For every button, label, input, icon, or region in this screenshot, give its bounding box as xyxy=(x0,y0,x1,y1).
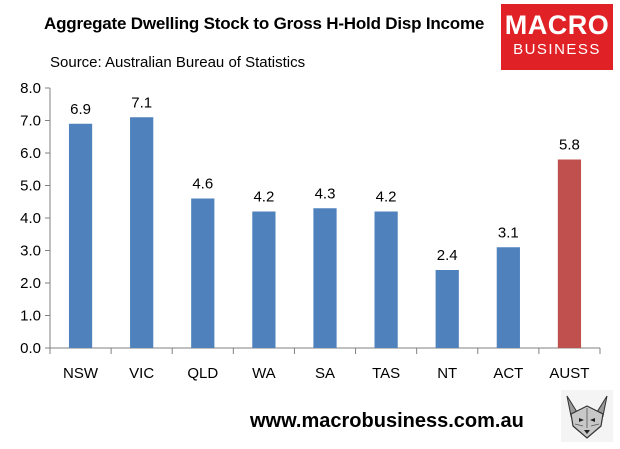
data-label-act: 3.1 xyxy=(498,224,519,241)
y-tick-label: 7.0 xyxy=(20,113,41,130)
chart-source: Source: Australian Bureau of Statistics xyxy=(50,54,306,71)
data-label-aust: 5.8 xyxy=(559,137,580,154)
y-tick-label: 8.0 xyxy=(20,80,41,97)
y-tick-label: 3.0 xyxy=(20,243,41,260)
bar-tas xyxy=(374,211,398,348)
y-tick-label: 5.0 xyxy=(20,178,41,195)
data-label-wa: 4.2 xyxy=(253,189,274,206)
x-tick-label-nsw: NSW xyxy=(63,365,99,382)
y-tick-label: 1.0 xyxy=(20,308,41,325)
bar-act xyxy=(496,247,520,348)
bar-sa xyxy=(313,208,337,348)
chart-bars xyxy=(68,117,582,348)
x-tick-label-vic: VIC xyxy=(129,365,154,382)
wolf-icon xyxy=(561,390,613,442)
bar-aust xyxy=(557,159,582,348)
data-label-qld: 4.6 xyxy=(192,176,213,193)
y-tick-label: 0.0 xyxy=(20,340,41,357)
data-label-nt: 2.4 xyxy=(437,247,458,264)
x-tick-label-aust: AUST xyxy=(549,365,589,382)
x-tick-label-qld: QLD xyxy=(187,365,218,382)
y-tick-label: 2.0 xyxy=(20,275,41,292)
x-tick-label-sa: SA xyxy=(315,365,335,382)
data-label-vic: 7.1 xyxy=(131,94,152,111)
data-label-sa: 4.3 xyxy=(315,185,336,202)
bar-wa xyxy=(252,211,276,348)
chart-title: Aggregate Dwelling Stock to Gross H-Hold… xyxy=(44,14,485,33)
website-url[interactable]: www.macrobusiness.com.au xyxy=(250,410,524,432)
data-label-nsw: 6.9 xyxy=(70,101,91,118)
y-tick-label: 6.0 xyxy=(20,145,41,162)
chart-labels: 0.0 1.0 2.0 3.0 4.0 5.0 6.0 7.0 8.0 6.9 NSW 7.1 VIC 4… xyxy=(20,80,589,382)
logo-line-1: MACRO xyxy=(504,10,610,40)
data-label-tas: 4.2 xyxy=(376,189,397,206)
x-tick-label-tas: TAS xyxy=(372,365,400,382)
bar-nt xyxy=(435,270,459,348)
bar-qld xyxy=(191,198,215,348)
x-tick-label-act: ACT xyxy=(493,365,523,382)
y-tick-label: 4.0 xyxy=(20,210,41,227)
x-tick-label-nt: NT xyxy=(437,365,457,382)
logo-line-2: BUSINESS xyxy=(513,41,601,58)
x-tick-label-wa: WA xyxy=(252,365,276,382)
macrobusiness-logo[interactable]: MACRO BUSINESS xyxy=(501,4,613,70)
bar-nsw xyxy=(68,123,93,348)
bar-vic xyxy=(130,117,154,348)
